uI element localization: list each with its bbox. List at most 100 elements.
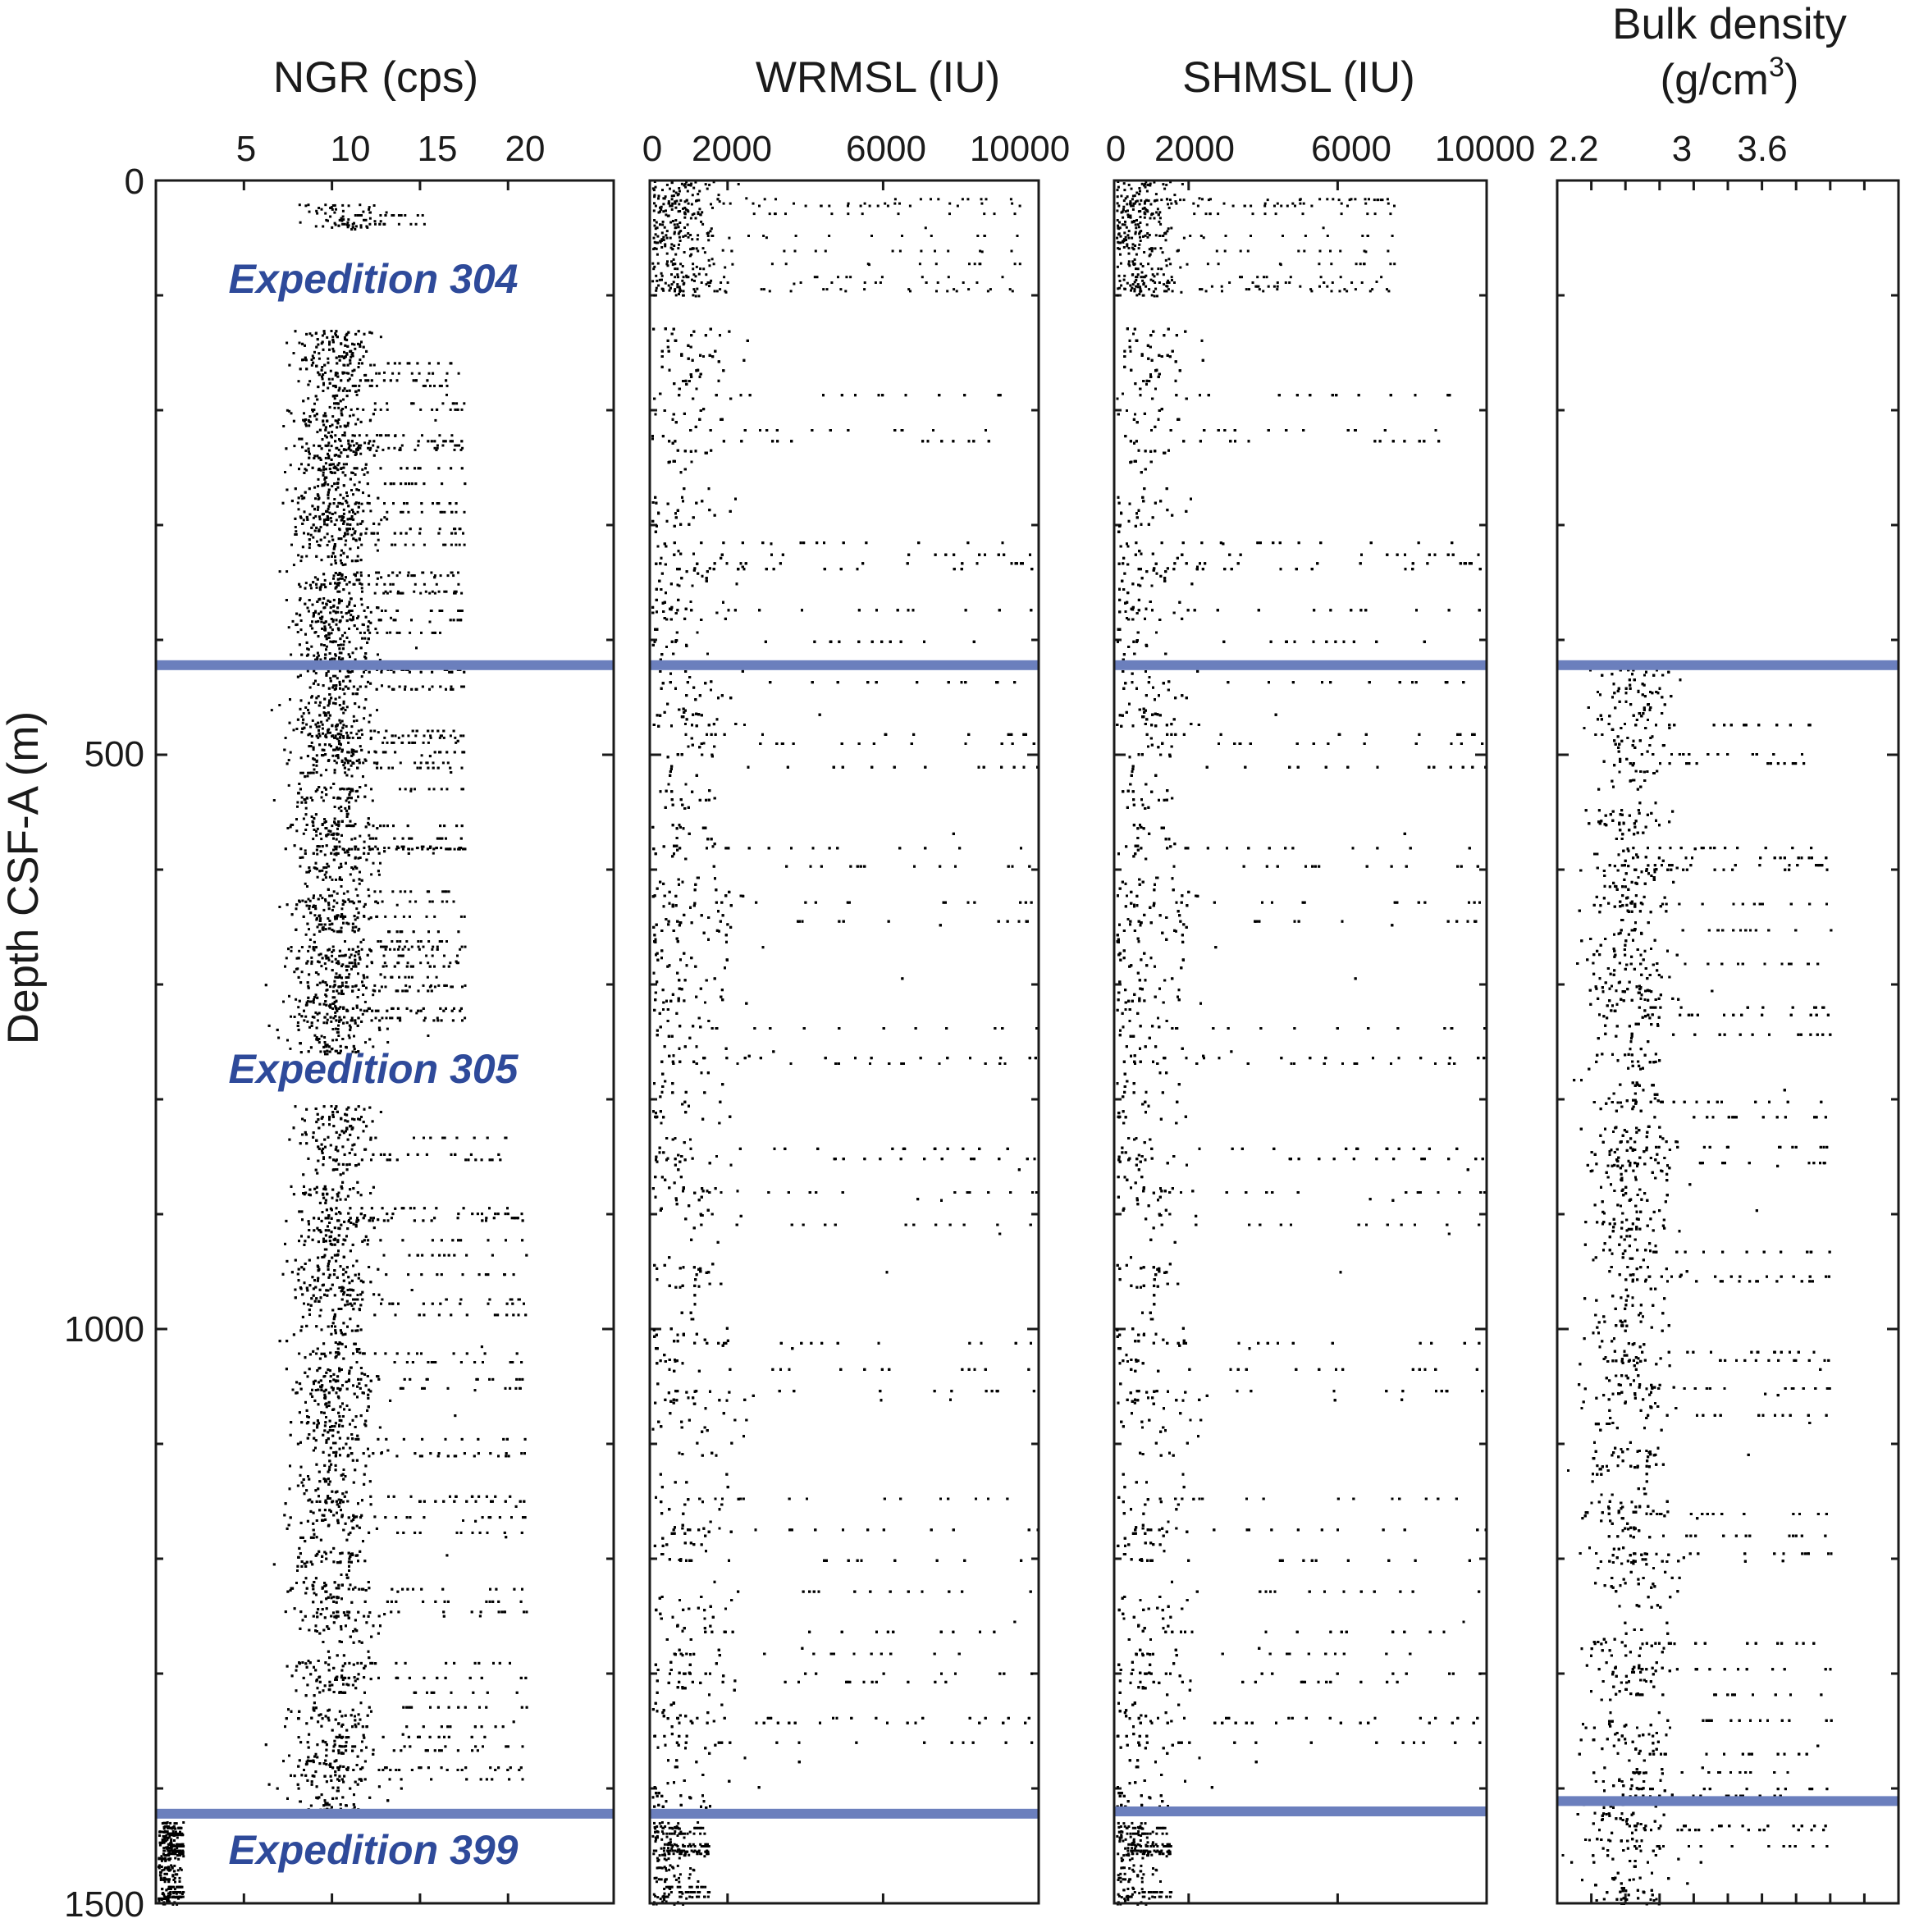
data-point (317, 736, 320, 739)
data-point (310, 645, 313, 648)
data-point (379, 408, 382, 411)
data-point (335, 961, 338, 965)
data-point (360, 582, 363, 586)
data-point (338, 590, 341, 593)
data-point (383, 582, 386, 586)
data-point (342, 921, 345, 925)
data-point (386, 1009, 389, 1012)
data-point (299, 856, 302, 859)
data-point (463, 510, 466, 514)
data-point (359, 359, 362, 361)
data-point (333, 482, 336, 486)
data-point (316, 925, 319, 929)
data-point (391, 571, 395, 574)
x-tick-label: 0 (642, 129, 662, 169)
data-point (315, 754, 318, 757)
data-point (372, 413, 375, 416)
data-point (327, 516, 329, 519)
data-point (449, 734, 452, 738)
data-point (419, 961, 423, 965)
data-point (346, 761, 350, 765)
data-point (325, 436, 328, 439)
data-point (460, 408, 464, 411)
data-point (305, 442, 308, 445)
data-point (299, 221, 302, 224)
data-point (330, 520, 333, 523)
data-point (341, 408, 345, 410)
data-point (351, 789, 354, 792)
data-point (309, 796, 313, 799)
data-point (418, 766, 422, 770)
data-point (338, 656, 341, 660)
data-point (354, 530, 357, 533)
data-point (355, 733, 359, 736)
data-point (351, 222, 354, 226)
data-point (335, 754, 338, 757)
data-point (348, 603, 351, 606)
data-point (305, 961, 308, 965)
data-point (318, 352, 321, 355)
x-tick-label: 3.6 (1737, 129, 1787, 169)
data-point (351, 948, 354, 951)
data-point (399, 1016, 402, 1020)
data-point (331, 1039, 335, 1042)
data-point (436, 945, 439, 948)
data-point (321, 791, 324, 794)
data-point (333, 397, 336, 400)
data-point (359, 420, 363, 423)
data-point (427, 741, 430, 744)
data-point (350, 533, 354, 537)
data-point (354, 984, 358, 987)
data-point (317, 973, 320, 976)
data-point (315, 209, 318, 212)
data-point (290, 653, 293, 656)
data-point (294, 526, 297, 528)
data-point (459, 734, 463, 738)
data-point (438, 736, 441, 739)
data-point (313, 576, 317, 579)
data-point (338, 598, 340, 601)
data-point (306, 960, 309, 963)
data-point (348, 377, 351, 381)
data-point (293, 445, 296, 448)
data-point (345, 861, 347, 865)
data-point (287, 626, 290, 629)
data-point (340, 355, 344, 359)
data-point (365, 965, 368, 968)
data-point (350, 610, 354, 612)
data-point (322, 383, 325, 386)
data-point (345, 812, 349, 815)
data-point (462, 685, 465, 688)
data-point (308, 701, 310, 705)
data-point (333, 222, 336, 225)
data-point (357, 929, 360, 932)
data-point (383, 945, 386, 948)
data-point (328, 405, 331, 409)
data-point (428, 687, 431, 691)
data-point (302, 712, 305, 715)
data-point (457, 930, 460, 934)
data-point (351, 900, 354, 903)
data-point (378, 659, 382, 661)
data-point (326, 1044, 329, 1047)
data-point (383, 736, 386, 739)
data-point (360, 748, 363, 751)
data-point (323, 1050, 327, 1053)
data-point (406, 574, 409, 578)
data-point (290, 500, 294, 503)
data-point (327, 888, 330, 891)
data-point (455, 444, 459, 447)
data-point (308, 686, 312, 689)
data-point (306, 755, 309, 758)
ngr-panel-title: NGR (cps) (273, 53, 478, 102)
data-point (350, 449, 353, 452)
data-point (372, 824, 375, 828)
data-point (335, 488, 338, 491)
data-point (304, 450, 308, 452)
data-point (312, 746, 315, 749)
data-point (321, 615, 324, 619)
data-point (443, 890, 446, 893)
data-point (324, 371, 327, 374)
data-point (458, 847, 461, 851)
data-point (316, 493, 319, 496)
